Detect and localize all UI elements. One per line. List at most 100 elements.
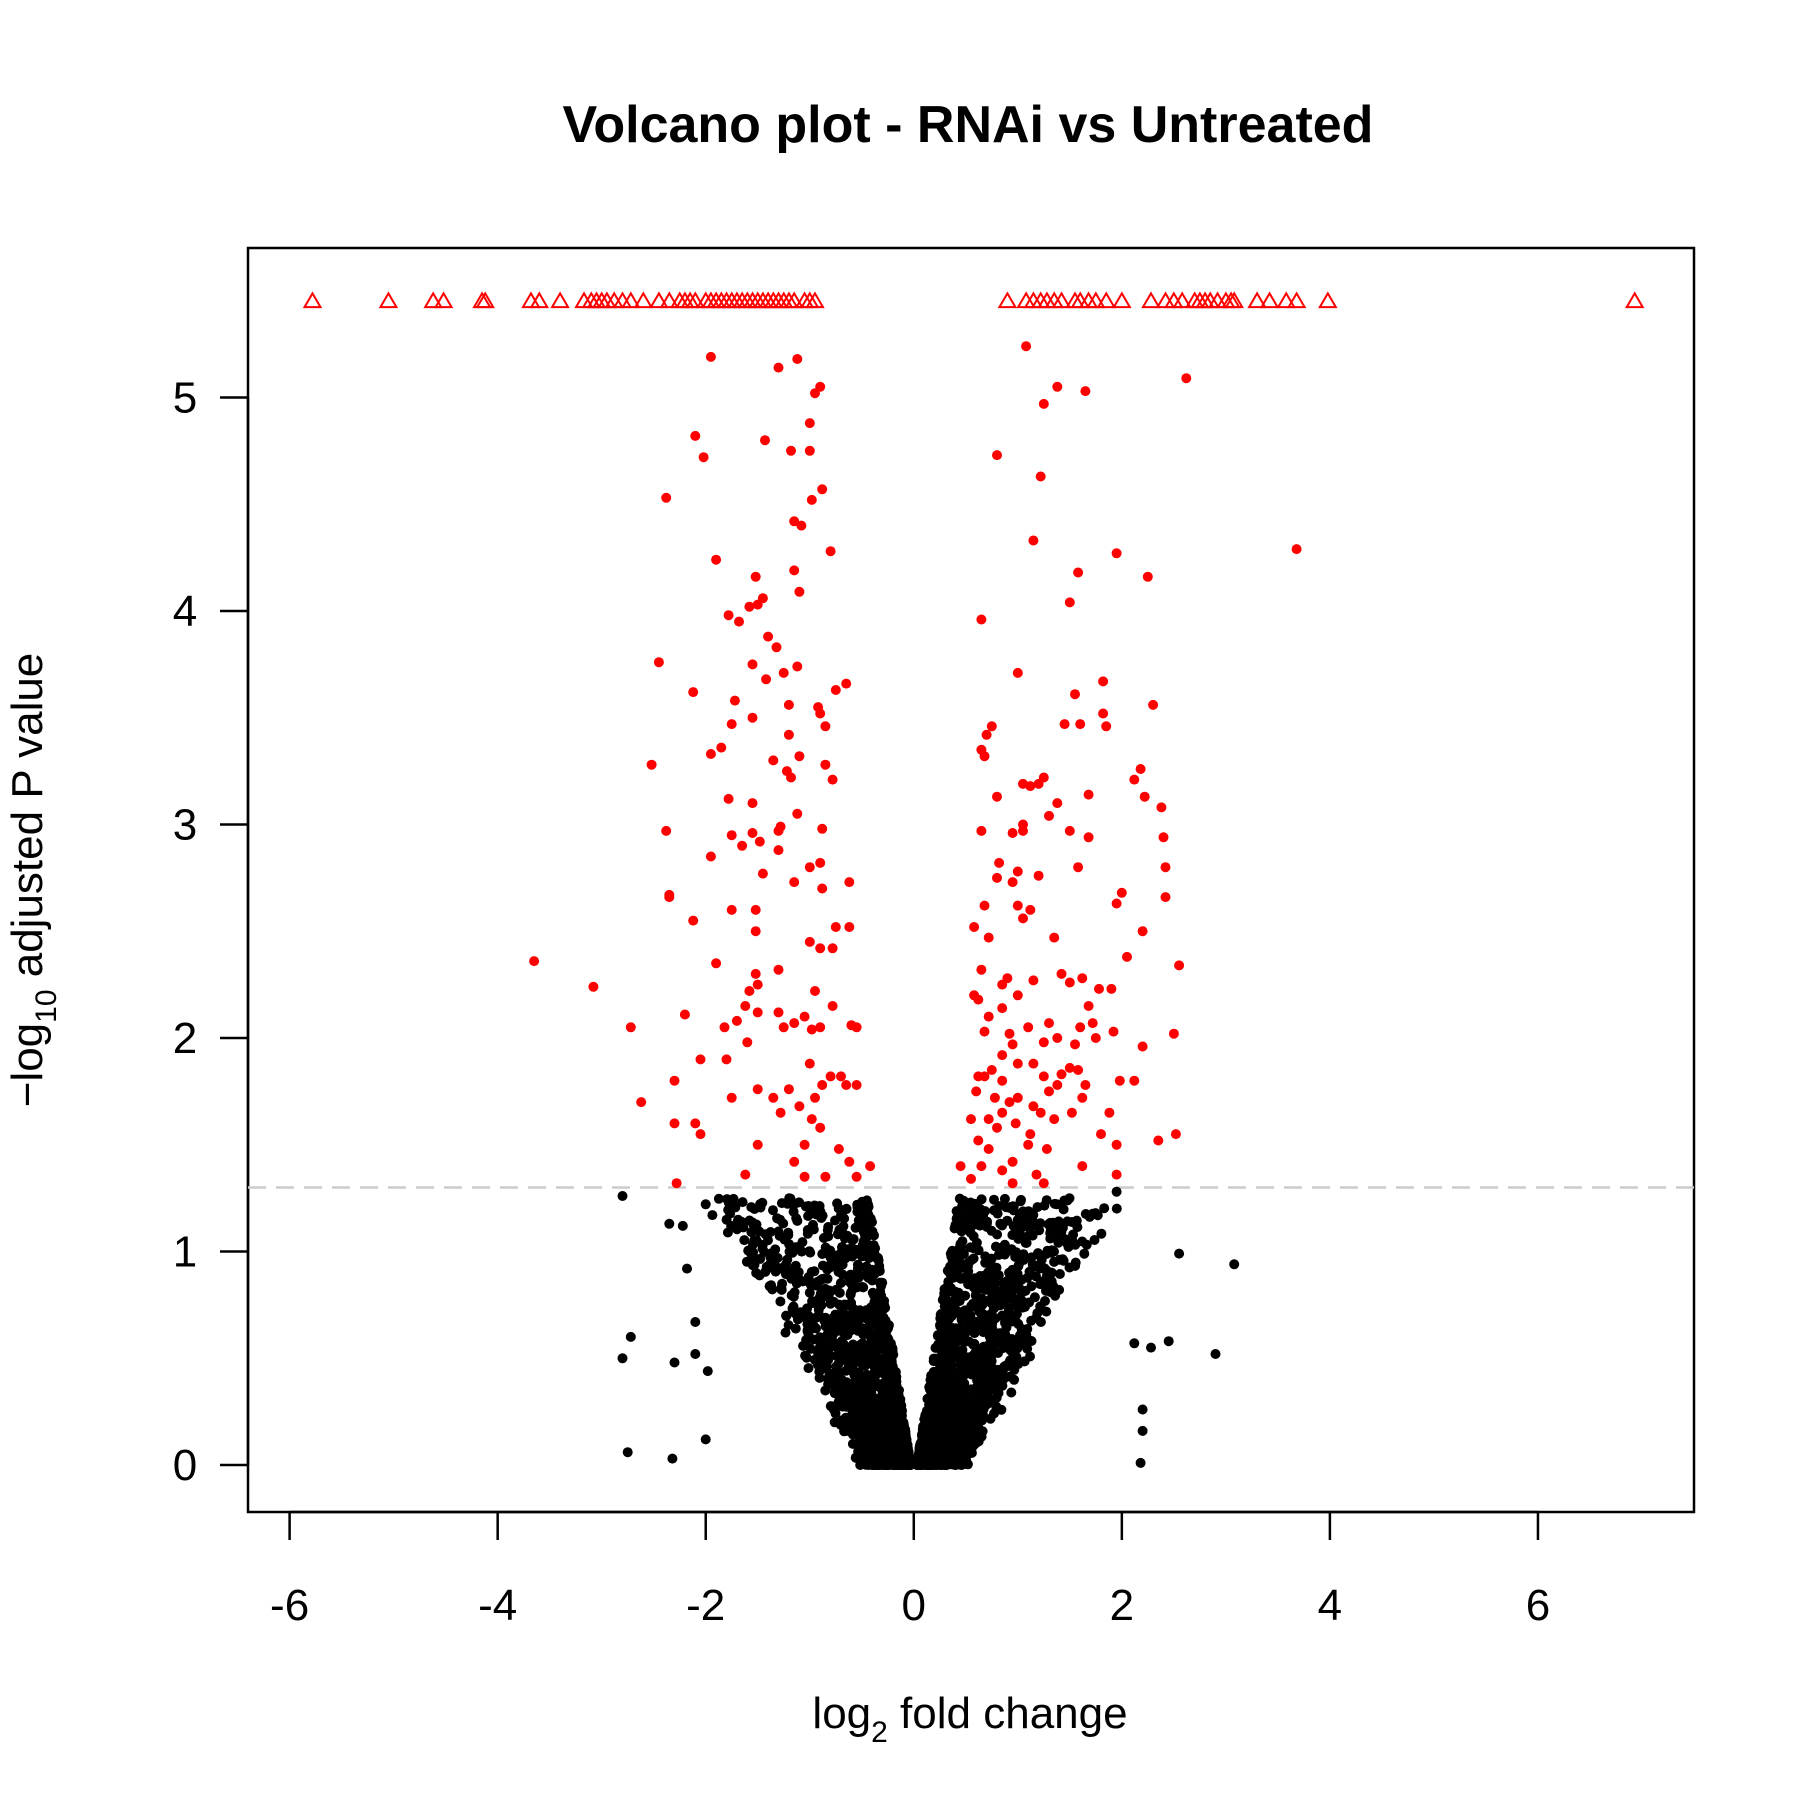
significant-point bbox=[817, 484, 828, 495]
non-significant-point bbox=[1007, 1264, 1018, 1275]
non-significant-point bbox=[999, 1193, 1010, 1204]
significant-point bbox=[1098, 676, 1109, 687]
capped-significant-point bbox=[997, 291, 1018, 309]
non-significant-point bbox=[880, 1457, 891, 1468]
non-significant-point bbox=[968, 1411, 979, 1421]
non-significant-point bbox=[954, 1272, 965, 1283]
non-significant-point bbox=[955, 1309, 966, 1320]
non-significant-point bbox=[793, 1267, 804, 1278]
y-axis-label-prefix: −log bbox=[3, 1023, 52, 1107]
significant-point bbox=[711, 554, 722, 565]
significant-point bbox=[997, 1107, 1008, 1118]
significant-point bbox=[810, 1092, 820, 1103]
significant-point bbox=[804, 936, 815, 947]
significant-point bbox=[1077, 973, 1088, 984]
significant-point bbox=[729, 695, 740, 706]
non-significant-point bbox=[1072, 1222, 1083, 1233]
significant-point bbox=[1080, 1080, 1091, 1090]
non-significant-point bbox=[949, 1459, 960, 1470]
significant-point bbox=[976, 614, 987, 625]
significant-point bbox=[1064, 825, 1075, 836]
significant-point bbox=[1075, 1022, 1086, 1033]
significant-point bbox=[804, 1058, 815, 1069]
non-significant-point bbox=[956, 1226, 967, 1237]
non-significant-point bbox=[990, 1373, 1001, 1384]
non-significant-point bbox=[617, 1191, 628, 1201]
non-significant-point bbox=[915, 1450, 926, 1461]
non-significant-point bbox=[837, 1224, 847, 1235]
significant-point bbox=[705, 851, 716, 862]
significant-point bbox=[1111, 1139, 1122, 1150]
non-significant-point bbox=[763, 1235, 773, 1246]
x-tick-label: -2 bbox=[686, 1581, 725, 1630]
significant-point bbox=[997, 1075, 1008, 1086]
significant-point bbox=[1007, 877, 1018, 888]
significant-point bbox=[721, 1054, 732, 1065]
non-significant-point bbox=[853, 1427, 864, 1438]
significant-point bbox=[973, 1135, 984, 1146]
significant-point bbox=[768, 1092, 779, 1103]
significant-point bbox=[1077, 1161, 1088, 1172]
significant-point bbox=[726, 719, 737, 730]
significant-point bbox=[1116, 887, 1127, 898]
non-significant-point bbox=[862, 1199, 873, 1210]
significant-point bbox=[783, 699, 794, 710]
significant-point bbox=[1160, 862, 1171, 873]
non-significant-point bbox=[805, 1343, 816, 1354]
significant-point bbox=[1142, 571, 1153, 582]
non-significant-point bbox=[941, 1405, 952, 1416]
non-significant-point bbox=[823, 1222, 834, 1232]
significant-point bbox=[744, 986, 755, 996]
x-tick-label: -6 bbox=[270, 1581, 309, 1630]
non-significant-point bbox=[669, 1357, 680, 1368]
significant-point bbox=[1148, 699, 1159, 710]
significant-point bbox=[679, 1009, 690, 1020]
non-significant-point bbox=[888, 1379, 898, 1390]
significant-point bbox=[1012, 900, 1023, 911]
non-significant-point bbox=[871, 1412, 882, 1423]
significant-point bbox=[794, 586, 805, 597]
non-significant-point bbox=[852, 1199, 863, 1210]
non-significant-point bbox=[814, 1201, 825, 1211]
non-significant-point bbox=[936, 1310, 946, 1321]
significant-point bbox=[1038, 1037, 1049, 1048]
significant-point bbox=[1096, 1129, 1106, 1140]
significant-point bbox=[1111, 1169, 1122, 1180]
non-significant-point bbox=[778, 1218, 789, 1229]
non-significant-point bbox=[776, 1284, 787, 1295]
non-significant-point bbox=[927, 1393, 938, 1404]
non-significant-point bbox=[1020, 1285, 1031, 1296]
y-tick-label: 5 bbox=[173, 373, 197, 422]
significant-point bbox=[820, 759, 831, 770]
significant-point bbox=[986, 721, 997, 732]
significant-point bbox=[1033, 778, 1044, 789]
significant-point bbox=[786, 772, 796, 783]
significant-point bbox=[1028, 1058, 1039, 1069]
significant-point bbox=[1052, 1033, 1063, 1043]
significant-point bbox=[740, 1169, 751, 1180]
significant-point bbox=[1087, 1018, 1098, 1029]
non-significant-point bbox=[850, 1222, 861, 1233]
non-significant-point bbox=[991, 1401, 1002, 1412]
significant-point bbox=[1168, 1028, 1179, 1039]
significant-point bbox=[1064, 1062, 1075, 1073]
non-significant-point bbox=[844, 1394, 855, 1405]
significant-point bbox=[992, 1122, 1002, 1133]
significant-point bbox=[815, 1022, 826, 1033]
non-significant-point bbox=[937, 1434, 948, 1445]
significant-point bbox=[740, 1001, 751, 1011]
significant-point bbox=[1181, 373, 1192, 384]
significant-point bbox=[734, 616, 744, 627]
significant-point bbox=[844, 922, 855, 932]
non-significant-point bbox=[1058, 1204, 1069, 1215]
non-significant-point bbox=[957, 1393, 967, 1404]
significant-point bbox=[775, 821, 786, 832]
non-significant-point bbox=[764, 1281, 775, 1292]
significant-point bbox=[979, 1026, 990, 1037]
capped-significant-point bbox=[659, 291, 680, 309]
significant-point bbox=[669, 1118, 680, 1129]
non-significant-point bbox=[991, 1262, 1002, 1273]
non-significant-point bbox=[979, 1270, 990, 1281]
significant-point bbox=[754, 836, 765, 847]
capped-significant-point bbox=[302, 291, 323, 309]
